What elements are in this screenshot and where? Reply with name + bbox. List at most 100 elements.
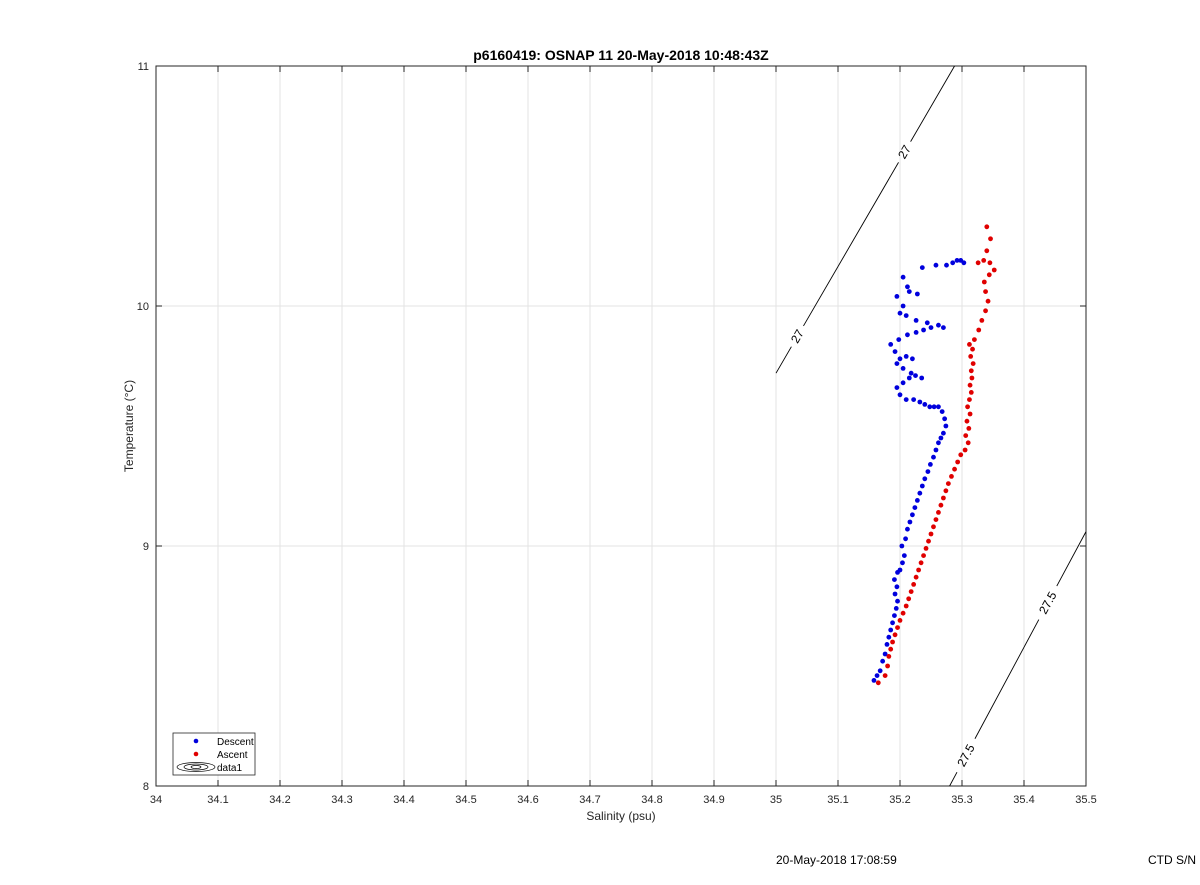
- descent-point: [913, 330, 919, 335]
- ascent-point: [943, 488, 949, 494]
- y-tick-label: 8: [143, 781, 149, 793]
- descent-point: [900, 274, 906, 280]
- ascent-point: [900, 610, 906, 616]
- descent-point: [933, 262, 939, 268]
- ascent-point: [955, 459, 961, 465]
- descent-point: [914, 498, 920, 503]
- ascent-point: [908, 589, 914, 594]
- ascent-point: [949, 474, 954, 479]
- series-ascent: [875, 224, 997, 686]
- ascent-point: [885, 663, 890, 669]
- x-tick-label: 34: [150, 794, 162, 806]
- x-tick-label: 35.1: [827, 794, 848, 806]
- descent-point: [906, 375, 912, 381]
- descent-point: [900, 303, 906, 309]
- descent-point: [874, 673, 880, 678]
- descent-point: [908, 370, 914, 376]
- ascent-point: [918, 560, 924, 566]
- ascent-point: [962, 447, 968, 453]
- footer-timestamp: 20-May-2018 17:08:59: [776, 853, 897, 867]
- ascent-point: [888, 646, 894, 652]
- ascent-point: [970, 361, 976, 366]
- contour-label-27: 27: [788, 327, 807, 346]
- descent-point: [944, 262, 949, 268]
- descent-point: [871, 678, 877, 683]
- descent-point: [900, 366, 906, 371]
- ascent-point: [892, 632, 898, 638]
- x-tick-label: 34.1: [207, 794, 228, 806]
- descent-point: [917, 399, 923, 405]
- legend-marker-contour: [176, 762, 216, 772]
- ascent-point: [981, 279, 987, 285]
- descent-point: [888, 342, 894, 347]
- descent-point: [894, 294, 900, 299]
- ascent-point: [979, 318, 985, 323]
- ascent-point: [964, 418, 970, 424]
- grid: [156, 66, 1086, 786]
- descent-point: [896, 337, 902, 342]
- descent-point: [912, 505, 918, 510]
- ascent-point: [967, 397, 972, 402]
- x-tick-label: 35.5: [1075, 794, 1096, 806]
- ascent-point: [976, 327, 982, 333]
- descent-point: [931, 404, 937, 410]
- descent-point: [939, 409, 945, 414]
- descent-point: [899, 543, 905, 549]
- descent-point: [917, 490, 923, 496]
- ascent-point: [882, 673, 888, 678]
- descent-point: [927, 462, 933, 467]
- legend-label-data1: data1: [217, 763, 242, 774]
- descent-point: [943, 423, 949, 429]
- descent-point: [895, 598, 900, 604]
- contour-line-27: [910, 65, 955, 142]
- series-descent: [871, 258, 967, 683]
- ascent-point: [970, 346, 975, 352]
- descent-point: [941, 430, 946, 436]
- descent-point: [936, 440, 941, 446]
- descent-point: [927, 404, 933, 410]
- descent-point: [913, 373, 918, 378]
- descent-point: [905, 332, 910, 338]
- ascent-point: [921, 553, 926, 558]
- descent-point: [950, 260, 956, 266]
- descent-point: [941, 325, 946, 330]
- descent-point: [906, 289, 912, 294]
- ascent-point: [928, 531, 934, 537]
- descent-point: [897, 392, 903, 398]
- ascent-point: [903, 603, 909, 609]
- descent-point: [933, 447, 939, 453]
- descent-point: [925, 469, 931, 474]
- descent-point: [922, 476, 928, 482]
- descent-point: [903, 354, 909, 359]
- ascent-point: [926, 538, 931, 544]
- descent-point: [892, 349, 898, 354]
- descent-point: [903, 313, 909, 318]
- x-tick-label: 34.7: [579, 794, 600, 806]
- ascent-point: [965, 404, 970, 410]
- contour-line-27-5: [974, 619, 1040, 739]
- descent-point: [894, 361, 900, 366]
- descent-point: [903, 397, 909, 402]
- ascent-point: [936, 510, 941, 515]
- contour-line-27-5: [1056, 531, 1087, 587]
- descent-point: [893, 606, 899, 611]
- y-tick-label: 10: [137, 301, 149, 313]
- ascent-point: [969, 375, 975, 381]
- contour-line-27-5: [949, 772, 958, 787]
- descent-point: [919, 265, 925, 270]
- x-tick-label: 34.3: [331, 794, 352, 806]
- ascent-point: [945, 481, 951, 486]
- legend-label-ascent: Ascent: [217, 750, 248, 761]
- descent-point: [900, 380, 906, 386]
- data-series: [871, 224, 997, 686]
- ascent-point: [967, 342, 972, 347]
- ascent-point: [967, 411, 973, 417]
- x-tick-label: 34.5: [455, 794, 476, 806]
- descent-point: [936, 404, 941, 410]
- footer-device: CTD S/N: [1148, 853, 1196, 867]
- ascent-point: [968, 354, 974, 359]
- descent-point: [877, 668, 883, 674]
- contour-label-27: 27: [895, 142, 914, 161]
- x-tick-label: 35: [770, 794, 782, 806]
- descent-point: [924, 320, 930, 326]
